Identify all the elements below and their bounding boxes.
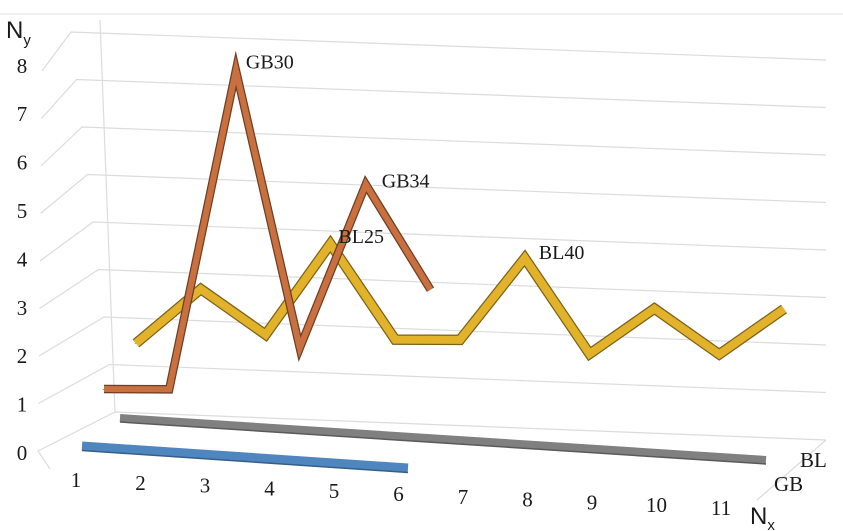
series-mid-floor — [119, 414, 767, 464]
y-tick-label: 1 — [17, 393, 28, 417]
y-axis-title: Ny — [6, 17, 31, 49]
annotation-label: BL40 — [539, 242, 585, 264]
x-tick-label: 10 — [646, 493, 667, 517]
series-gb-line — [103, 56, 434, 393]
series-mid-floor-edge — [119, 421, 767, 465]
depth-label-bl: BL — [800, 448, 827, 472]
x-tick-label: 2 — [135, 471, 146, 495]
y-tick-label: 3 — [17, 296, 28, 320]
annotation-label: BL25 — [338, 226, 384, 248]
gridlines — [37, 19, 827, 501]
annotations: GB30 GB34 BL25 BL40 — [246, 51, 584, 264]
y-tick-label: 5 — [17, 199, 28, 223]
floor-edge — [37, 450, 51, 470]
series-front-floor-edge — [81, 449, 409, 474]
x-tick-label: 8 — [522, 488, 533, 512]
gridline — [41, 31, 827, 72]
series-front-floor — [81, 441, 409, 473]
x-tick-label: 3 — [200, 474, 211, 498]
series-gb — [102, 50, 435, 394]
gridline — [41, 78, 827, 119]
y-tick-label: 0 — [17, 441, 28, 465]
gridline — [40, 126, 827, 167]
y-tick-label: 2 — [17, 344, 28, 368]
depth-label-gb: GB — [774, 472, 803, 496]
gridline — [39, 268, 827, 310]
y-tick-labels: 0 1 2 3 4 5 6 7 8 — [17, 54, 28, 465]
gridline — [38, 363, 827, 405]
y-tick-label: 6 — [17, 151, 28, 175]
x-tick-label: 7 — [458, 485, 469, 509]
annotation-label: GB34 — [382, 170, 430, 192]
x-axis-title-main: N — [750, 503, 767, 530]
y-tick-label: 4 — [17, 247, 28, 271]
floor-lines — [81, 414, 767, 474]
y-tick-label: 7 — [17, 102, 28, 126]
x-tick-label: 5 — [329, 479, 340, 503]
x-axis-title-sub: x — [767, 517, 775, 531]
y-tick-label: 8 — [17, 54, 28, 78]
y-axis-title-sub: y — [23, 32, 31, 49]
x-axis-title: Nx — [750, 503, 775, 531]
x-tick-label: 4 — [264, 476, 275, 500]
floor-right-edge — [756, 439, 827, 501]
back-wall-edge — [99, 19, 116, 413]
gridline — [39, 221, 827, 262]
x-tick-label: 6 — [393, 482, 404, 506]
x-tick-label: 1 — [71, 468, 82, 492]
x-tick-label: 11 — [711, 496, 731, 520]
y-axis-title-main: N — [6, 17, 23, 44]
gridline — [38, 316, 827, 357]
series-ribbons — [102, 50, 788, 394]
annotation-label: GB30 — [246, 51, 294, 73]
gridline — [40, 173, 827, 214]
series-bl — [132, 234, 788, 362]
x-tick-labels: 1 2 3 4 5 6 7 8 9 10 11 — [71, 468, 731, 520]
x-tick-label: 9 — [587, 490, 598, 514]
